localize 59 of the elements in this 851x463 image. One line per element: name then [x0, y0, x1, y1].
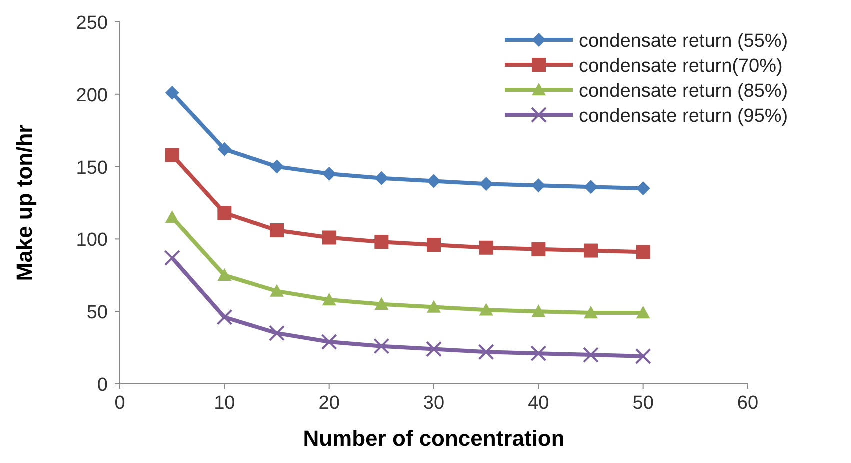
point	[530, 346, 547, 362]
x-tick-label: 40	[528, 393, 550, 414]
point	[218, 268, 232, 281]
legend-label: condensate return (55%)	[579, 31, 788, 52]
x-axis-title: Number of concentration	[303, 426, 565, 451]
point	[322, 230, 336, 245]
point	[532, 178, 546, 193]
point	[218, 206, 232, 220]
y-tick-label: 0	[97, 375, 108, 396]
point	[532, 304, 546, 318]
point	[270, 224, 284, 238]
point	[427, 238, 441, 252]
point	[270, 284, 284, 297]
point	[269, 325, 285, 342]
legend-label: condensate return (95%)	[579, 106, 788, 127]
point	[584, 180, 598, 194]
point	[636, 306, 650, 319]
point	[479, 177, 494, 192]
point	[322, 293, 336, 306]
x-tick-label: 30	[423, 393, 445, 414]
point	[427, 174, 441, 188]
x-tick-label: 0	[114, 393, 126, 414]
x-tick-label: 20	[318, 393, 340, 414]
point	[216, 309, 233, 326]
x-tick-label: 10	[214, 393, 236, 414]
y-axis-title: Make up ton/hr	[12, 124, 37, 282]
y-tick-label: 50	[86, 302, 108, 324]
point	[374, 171, 389, 186]
point	[427, 300, 441, 313]
point	[321, 334, 338, 350]
point	[479, 240, 494, 255]
point	[583, 347, 599, 364]
point	[165, 210, 180, 224]
point	[479, 303, 494, 316]
point	[636, 245, 650, 260]
point	[218, 142, 232, 156]
point	[165, 86, 180, 100]
y-tick-label: 200	[76, 85, 108, 106]
point	[270, 160, 284, 174]
point	[584, 306, 598, 319]
point	[532, 242, 546, 256]
point	[635, 348, 652, 364]
point	[165, 148, 180, 162]
point	[636, 182, 650, 196]
x-tick-label: 50	[632, 393, 654, 414]
point	[164, 250, 180, 266]
legend-label: condensate return(70%)	[579, 56, 783, 77]
point	[374, 338, 390, 354]
point	[374, 297, 389, 310]
point	[322, 167, 336, 182]
point	[478, 344, 494, 360]
legend-label: condensate return (85%)	[579, 81, 788, 102]
point	[584, 244, 598, 258]
y-tick-label: 150	[76, 158, 108, 179]
y-tick-label: 250	[76, 13, 108, 34]
x-tick-label: 60	[737, 393, 759, 414]
point	[374, 235, 389, 250]
point	[426, 341, 442, 358]
y-tick-label: 100	[76, 230, 108, 252]
